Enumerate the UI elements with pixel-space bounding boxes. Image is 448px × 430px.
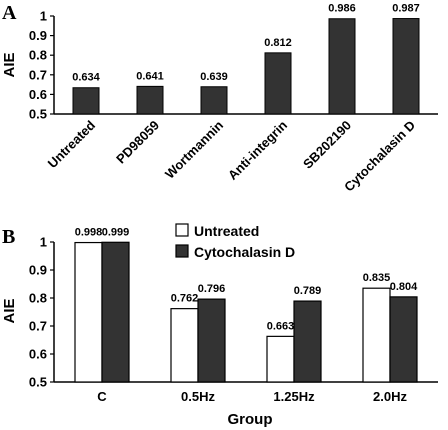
chart-panel-b: B AIE Group 0.50.60.70.80.91 0.998 0.9990… — [1, 223, 438, 428]
panel-a-y-axis-title: AIE — [1, 52, 18, 77]
panel-b-legend: Untreated Cytochalasin D — [175, 223, 295, 260]
category-label: 1.25Hz — [273, 389, 315, 404]
y-tick-label: 1 — [40, 235, 47, 250]
y-tick-label: 0.5 — [29, 375, 47, 390]
category-label: PD98059 — [113, 118, 162, 167]
bar — [362, 287, 391, 383]
y-tick-label: 0.8 — [29, 291, 47, 306]
bar — [328, 18, 356, 115]
bar — [72, 87, 100, 115]
y-tick-label: 0.5 — [29, 107, 47, 122]
panel-a-axes: 0.5 0.6 0.7 0.8 0.9 1 — [29, 9, 438, 122]
legend-label: Untreated — [194, 223, 259, 239]
legend-swatch — [175, 244, 189, 258]
category-label: Untreated — [45, 117, 99, 171]
y-tick-label: 0.6 — [29, 347, 47, 362]
category-label: 0.5Hz — [181, 389, 215, 404]
category-label: 2.0Hz — [373, 389, 407, 404]
bar — [264, 52, 292, 115]
panel-b-letter: B — [2, 226, 15, 248]
data-label: 0.804 — [390, 281, 418, 293]
panel-a-data-labels: 0.634 0.641 0.639 0.812 0.986 0.987 — [72, 3, 420, 84]
bar — [266, 335, 295, 383]
chart-panel-a: A AIE 0.50.60.70.80.91 0.634 0.641 0.6390.… — [1, 2, 438, 195]
bar — [200, 86, 228, 115]
y-tick-label: 0.6 — [29, 87, 47, 102]
data-label: 0.999 — [102, 226, 130, 238]
bar — [197, 298, 226, 383]
data-label: 0.641 — [136, 70, 164, 82]
category-label: Wortmannin — [162, 117, 226, 181]
bar — [170, 308, 199, 383]
legend-label: Cytochalasin D — [194, 244, 295, 260]
panel-a-bars — [72, 18, 420, 115]
bar — [389, 296, 418, 383]
y-tick-label: 0.7 — [29, 67, 47, 82]
data-label: 0.762 — [171, 293, 199, 305]
y-tick-label: 0.9 — [29, 28, 47, 43]
panel-b-x-axis-title: Group — [228, 411, 273, 428]
data-label: 0.634 — [72, 72, 100, 84]
panel-b-y-axis-title: AIE — [1, 298, 18, 323]
data-label: 0.639 — [200, 71, 228, 83]
bar — [74, 241, 103, 383]
category-label: C — [97, 389, 107, 404]
bar — [101, 241, 130, 383]
bar — [392, 18, 420, 115]
data-label: 0.987 — [392, 3, 420, 15]
bar — [293, 300, 322, 383]
legend-swatch — [175, 223, 189, 237]
category-label: SB202190 — [300, 118, 354, 172]
data-label: 0.796 — [198, 283, 226, 295]
panel-a-letter: A — [2, 2, 17, 24]
bar — [136, 85, 164, 115]
data-label: 0.812 — [264, 37, 292, 49]
data-label: 0.663 — [267, 320, 295, 332]
category-label: Anti-integrin — [225, 117, 290, 182]
panel-b-category-labels: C 0.5Hz 1.25Hz 2.0Hz — [97, 389, 407, 404]
data-label: 0.998 — [75, 227, 103, 239]
y-tick-label: 0.8 — [29, 48, 47, 63]
data-label: 0.986 — [328, 3, 356, 15]
data-label: 0.789 — [294, 285, 322, 297]
data-label: 0.835 — [363, 272, 391, 284]
panel-b-bars — [74, 241, 418, 383]
y-tick-label: 0.9 — [29, 263, 47, 278]
y-tick-label: 1 — [40, 9, 47, 24]
y-tick-label: 0.7 — [29, 319, 47, 334]
